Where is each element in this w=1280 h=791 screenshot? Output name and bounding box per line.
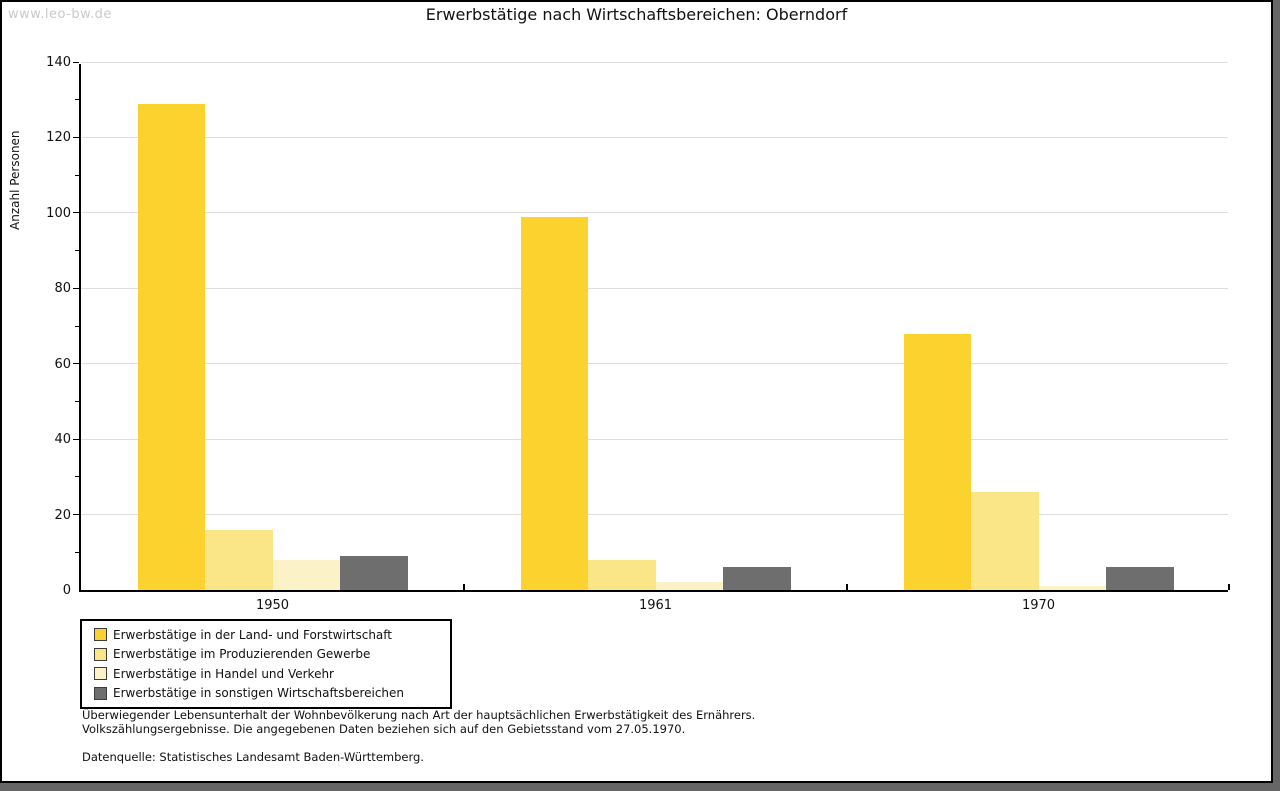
bar-1961-series-1	[520, 216, 588, 590]
chart-title: Erwerbstätige nach Wirtschaftsbereichen:…	[425, 5, 848, 24]
y-major-tick-20	[73, 514, 79, 516]
bar-1950-series-1	[137, 103, 205, 590]
footnote-line-1: Überwiegender Lebensunterhalt der Wohnbe…	[82, 708, 756, 722]
legend: Erwerbstätige in der Land- und Forstwirt…	[80, 619, 452, 709]
legend-item-4: Erwerbstätige in sonstigen Wirtschaftsbe…	[82, 684, 450, 704]
bar-1970-series-3	[1038, 586, 1106, 590]
legend-swatch-icon	[94, 647, 107, 661]
bar-1950-series-4	[340, 556, 408, 590]
y-tick-label-0: 0	[62, 583, 71, 598]
y-tick-label-60: 60	[54, 356, 71, 372]
y-tick-label-20: 20	[54, 507, 71, 523]
watermark: www.leo-bw.de	[8, 7, 112, 22]
gridline-140	[81, 61, 1228, 63]
legend-item-1: Erwerbstätige in der Land- und Forstwirt…	[82, 625, 450, 645]
gridline-100	[81, 212, 1228, 214]
gridline-120	[81, 136, 1228, 138]
plot-area: 0 20 40 60 80 100 120 140 1950 1961 1970	[46, 55, 1230, 613]
y-major-tick-60	[73, 363, 79, 365]
y-tick-label-140: 140	[46, 55, 71, 70]
legend-swatch-icon	[94, 667, 107, 681]
y-tick-label-40: 40	[54, 432, 71, 448]
legend-label: Erwerbstätige in Handel und Verkehr	[113, 666, 334, 681]
y-axis-title: Anzahl Personen	[8, 130, 22, 230]
legend-item-3: Erwerbstätige in Handel und Verkehr	[82, 664, 450, 684]
y-major-tick-100	[73, 212, 79, 214]
y-tick-label-100: 100	[46, 205, 71, 221]
gridline-40	[81, 438, 1228, 440]
data-source: Datenquelle: Statistisches Landesamt Bad…	[82, 750, 424, 764]
bar-1950-series-2	[205, 529, 273, 590]
y-minor-tick-130	[75, 99, 79, 101]
bar-1970-series-2	[971, 491, 1039, 590]
y-minor-tick-90	[75, 250, 79, 252]
x-tick-label-1950: 1950	[255, 598, 290, 613]
legend-label: Erwerbstätige in der Land- und Forstwirt…	[113, 627, 392, 642]
y-tick-label-120: 120	[46, 130, 71, 146]
legend-label: Erwerbstätige im Produzierenden Gewerbe	[113, 647, 371, 662]
bar-1961-series-4	[723, 567, 791, 590]
x-axis-end-tick	[1228, 584, 1230, 590]
footnote-line-2: Volkszählungsergebnisse. Die angegebenen…	[82, 722, 686, 736]
bar-1970-series-4	[1106, 567, 1174, 590]
gridline-20	[81, 514, 1228, 516]
y-tick-label-80: 80	[54, 281, 71, 297]
legend-swatch-icon	[94, 686, 107, 700]
y-minor-tick-70	[75, 325, 79, 327]
bar-1970-series-1	[903, 333, 971, 590]
footnote: Überwiegender Lebensunterhalt der Wohnbe…	[82, 708, 755, 736]
y-minor-tick-30	[75, 476, 79, 478]
category-boundary-tick	[846, 584, 848, 590]
gridline-80	[81, 287, 1228, 289]
x-tick-label-1961: 1961	[638, 598, 673, 613]
y-major-tick-120	[73, 136, 79, 138]
x-tick-label-1970: 1970	[1021, 598, 1056, 613]
legend-swatch-icon	[94, 628, 107, 642]
bar-1950-series-3	[272, 559, 340, 590]
category-boundary-tick	[463, 584, 465, 590]
y-minor-tick-50	[75, 400, 79, 402]
y-major-tick-80	[73, 287, 79, 289]
legend-item-2: Erwerbstätige im Produzierenden Gewerbe	[82, 645, 450, 665]
y-minor-tick-110	[75, 174, 79, 176]
bar-1961-series-2	[588, 559, 656, 590]
legend-label: Erwerbstätige in sonstigen Wirtschaftsbe…	[113, 686, 405, 701]
gridline-60	[81, 363, 1228, 365]
y-major-tick-40	[73, 438, 79, 440]
bar-1961-series-3	[655, 582, 723, 590]
y-minor-tick-10	[75, 551, 79, 553]
y-major-tick-140	[73, 61, 79, 63]
